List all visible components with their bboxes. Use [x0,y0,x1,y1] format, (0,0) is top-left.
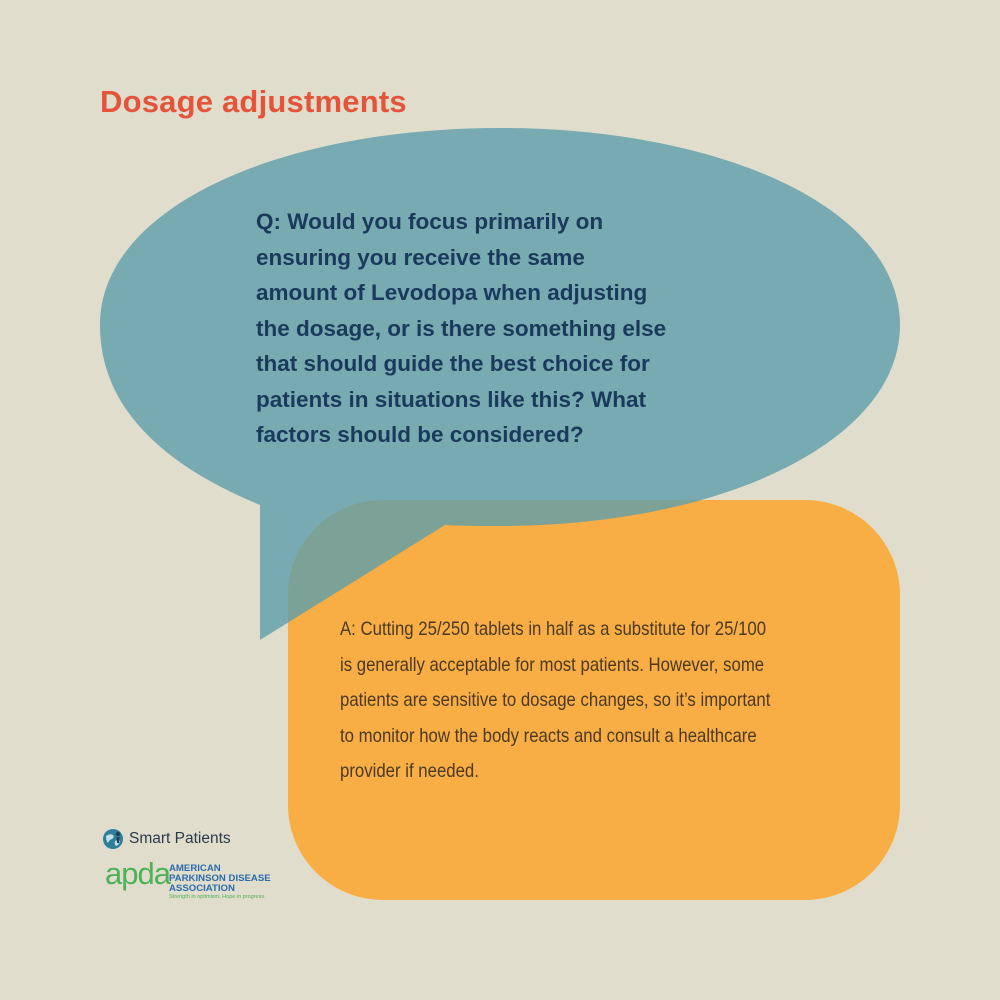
apda-name-line: ASSOCIATION [169,883,235,894]
smart-patients-name: Smart Patients [129,830,231,847]
apda-name-line: AMERICAN [169,863,221,874]
apda-tagline: Strength in optimism. Hope in progress. [169,894,266,900]
apda-logo: apda AMERICAN PARKINSON DISEASE ASSOCIAT… [105,856,295,902]
page-title: Dosage adjustments [100,84,407,119]
answer-line: is generally acceptable for most patient… [340,653,765,676]
question-line: patients in situations like this? What [256,386,647,412]
question-line: the dosage, or is there something else [256,315,667,341]
apda-wordmark: apda [105,856,171,891]
smart-patients-globe-icon [103,829,123,849]
answer-line: A: Cutting 25/250 tablets in half as a s… [340,618,767,640]
answer-text: A: Cutting 25/250 tablets in half as a s… [340,612,774,790]
apda-name: AMERICAN PARKINSON DISEASE ASSOCIATION [169,864,289,894]
question-line: that should guide the best choice for [256,351,650,376]
question-line: Q: Would you focus primarily on [256,209,604,234]
question-line: factors should be considered? [256,422,584,447]
apda-name-line: PARKINSON DISEASE [169,873,271,884]
answer-line: patients are sensitive to dosage changes… [340,689,771,711]
answer-line: to monitor how the body reacts and consu… [340,724,757,747]
question-line: amount of Levodopa when adjusting [256,280,648,305]
partner-logos: Smart Patients apda AMERICAN PARKINSON D… [102,826,292,906]
smart-patients-logo: Smart Patients [102,826,231,852]
answer-line: provider if needed. [340,760,479,782]
question-bubble [100,128,900,640]
answer-bubble [288,500,900,900]
question-text: Q: Would you focus primarily on ensuring… [256,204,776,453]
question-line: ensuring you receive the same [256,244,585,270]
